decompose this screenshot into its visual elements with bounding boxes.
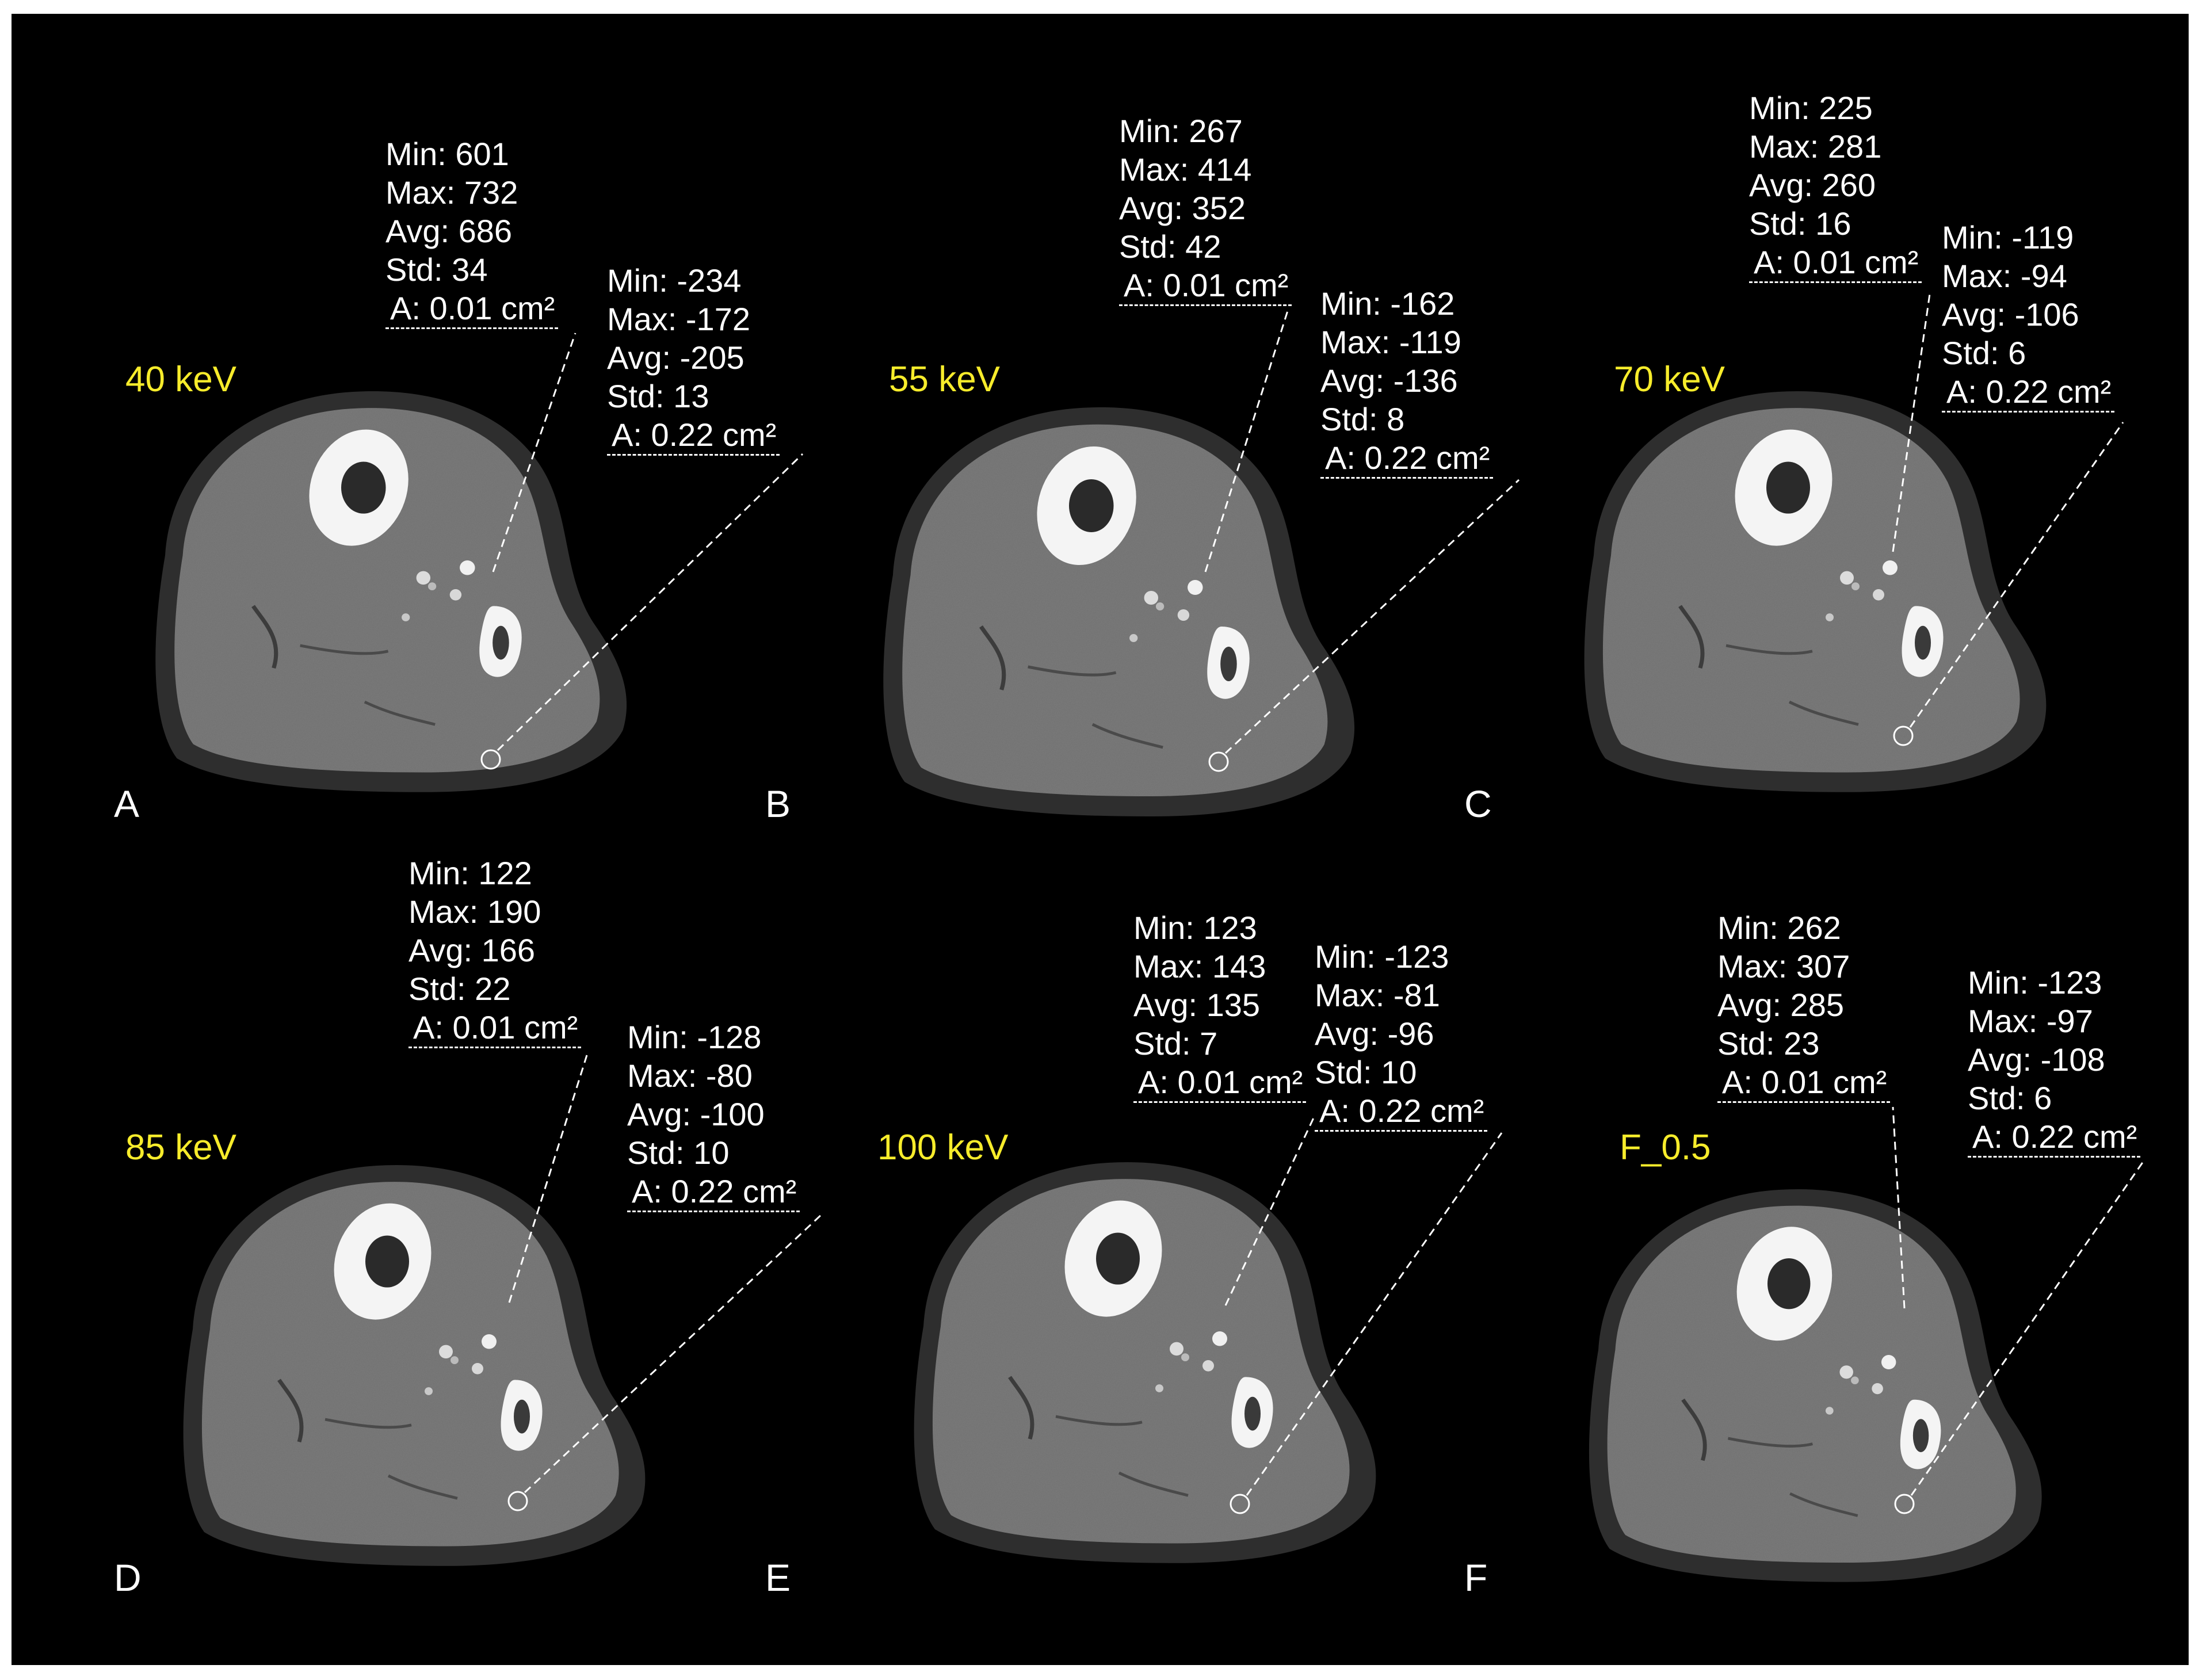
roi-std: Std: 10 (1315, 1054, 1417, 1090)
roi-max: Max: 143 (1133, 948, 1266, 984)
roi-area: A: 0.22 cm² (627, 1172, 800, 1212)
roi-min: Min: -128 (627, 1019, 762, 1055)
roi-stats-vessel-f: Min: 262 Max: 307 Avg: 285 Std: 23 A: 0.… (1717, 908, 1891, 1103)
roi-avg: Avg: 166 (409, 932, 536, 968)
panel-letter-f: F (1464, 1556, 1488, 1599)
roi-area: A: 0.01 cm² (1749, 243, 1922, 283)
roi-avg: Avg: -106 (1942, 296, 2079, 333)
roi-avg: Avg: 686 (385, 213, 513, 249)
roi-area: A: 0.22 cm² (607, 415, 780, 456)
roi-min: Min: -123 (1315, 938, 1449, 975)
roi-max: Max: -81 (1315, 977, 1440, 1013)
roi-area: A: 0.22 cm² (1942, 372, 2115, 413)
roi-min: Min: 601 (385, 136, 509, 172)
panel-letter-e: E (765, 1556, 791, 1599)
roi-std: Std: 6 (1942, 335, 2026, 371)
roi-avg: Avg: 260 (1749, 167, 1876, 203)
roi-stats-vessel-b: Min: 267 Max: 414 Avg: 352 Std: 42 A: 0.… (1119, 112, 1292, 306)
energy-label-b: 55 keV (889, 360, 1001, 399)
roi-stats-fat-a: Min: -234 Max: -172 Avg: -205 Std: 13 A:… (607, 261, 780, 456)
roi-std: Std: 22 (409, 971, 511, 1007)
panel-letter-c: C (1464, 782, 1492, 825)
roi-area: A: 0.01 cm² (385, 289, 559, 329)
roi-stats-vessel-d: Min: 122 Max: 190 Avg: 166 Std: 22 A: 0.… (409, 854, 582, 1048)
roi-stats-fat-c: Min: -119 Max: -94 Avg: -106 Std: 6 A: 0… (1942, 218, 2115, 413)
roi-max: Max: 281 (1749, 128, 1882, 165)
roi-avg: Avg: -100 (627, 1096, 765, 1132)
roi-stats-vessel-a: Min: 601 Max: 732 Avg: 686 Std: 34 A: 0.… (385, 135, 559, 329)
roi-max: Max: 190 (409, 894, 541, 930)
roi-min: Min: 123 (1133, 910, 1257, 946)
roi-max: Max: 732 (385, 174, 518, 211)
roi-std: Std: 7 (1133, 1025, 1218, 1062)
roi-std: Std: 13 (607, 378, 709, 414)
roi-avg: Avg: -205 (607, 339, 745, 376)
roi-min: Min: -162 (1320, 285, 1455, 322)
roi-min: Min: -123 (1968, 964, 2102, 1001)
energy-label-d: 85 keV (125, 1128, 237, 1167)
roi-area: A: 0.01 cm² (1717, 1063, 1891, 1103)
roi-std: Std: 42 (1119, 228, 1221, 265)
roi-avg: Avg: -96 (1315, 1015, 1434, 1052)
roi-stats-fat-b: Min: -162 Max: -119 Avg: -136 Std: 8 A: … (1320, 284, 1494, 479)
roi-avg: Avg: 285 (1717, 987, 1845, 1023)
roi-avg: Avg: -108 (1968, 1041, 2105, 1078)
roi-std: Std: 6 (1968, 1080, 2052, 1116)
roi-stats-fat-d: Min: -128 Max: -80 Avg: -100 Std: 10 A: … (627, 1018, 800, 1212)
roi-avg: Avg: 352 (1119, 190, 1246, 226)
roi-std: Std: 10 (627, 1135, 730, 1171)
roi-std: Std: 16 (1749, 205, 1851, 242)
ct-scan-graphics (12, 289, 2144, 1665)
roi-min: Min: 225 (1749, 90, 1873, 126)
roi-avg: Avg: -136 (1320, 362, 1458, 399)
roi-min: Min: 267 (1119, 113, 1243, 149)
roi-area: A: 0.01 cm² (1119, 266, 1292, 306)
roi-max: Max: -97 (1968, 1003, 2093, 1039)
roi-stats-vessel-c: Min: 225 Max: 281 Avg: 260 Std: 16 A: 0.… (1749, 89, 1922, 283)
panel-letter-d: D (114, 1556, 142, 1599)
roi-max: Max: -80 (627, 1057, 753, 1094)
roi-stats-vessel-e: Min: 123 Max: 143 Avg: 135 Std: 7 A: 0.0… (1133, 908, 1307, 1103)
roi-stats-fat-e: Min: -123 Max: -81 Avg: -96 Std: 10 A: 0… (1315, 937, 1488, 1132)
roi-min: Min: -234 (607, 262, 742, 299)
energy-label-c: 70 keV (1614, 360, 1725, 399)
roi-area: A: 0.22 cm² (1315, 1091, 1488, 1132)
panel-letter-b: B (765, 782, 791, 825)
roi-min: Min: -119 (1942, 219, 2074, 255)
roi-stats-fat-f: Min: -123 Max: -97 Avg: -108 Std: 6 A: 0… (1968, 963, 2141, 1158)
roi-min: Min: 122 (409, 855, 532, 891)
roi-std: Std: 8 (1320, 401, 1405, 437)
roi-area: A: 0.22 cm² (1320, 438, 1494, 479)
roi-max: Max: 307 (1717, 948, 1850, 984)
roi-area: A: 0.22 cm² (1968, 1117, 2141, 1158)
energy-label-e: 100 keV (877, 1128, 1009, 1167)
energy-label-f: F_0.5 (1620, 1128, 1711, 1167)
roi-avg: Avg: 135 (1133, 987, 1261, 1023)
roi-area: A: 0.01 cm² (1133, 1063, 1307, 1103)
panel-letter-a: A (114, 782, 140, 825)
roi-max: Max: -94 (1942, 258, 2067, 294)
roi-area: A: 0.01 cm² (409, 1008, 582, 1048)
energy-label-a: 40 keV (125, 360, 237, 399)
roi-min: Min: 262 (1717, 910, 1841, 946)
ct-figure: 40 keV A Min: 601 Max: 732 Avg: 686 Std:… (12, 14, 2189, 1665)
roi-max: Max: -119 (1320, 324, 1461, 360)
roi-max: Max: -172 (607, 301, 750, 337)
roi-std: Std: 23 (1717, 1025, 1820, 1062)
roi-max: Max: 414 (1119, 151, 1252, 188)
roi-std: Std: 34 (385, 251, 488, 288)
